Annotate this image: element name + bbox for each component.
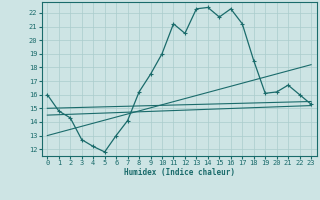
- X-axis label: Humidex (Indice chaleur): Humidex (Indice chaleur): [124, 168, 235, 177]
